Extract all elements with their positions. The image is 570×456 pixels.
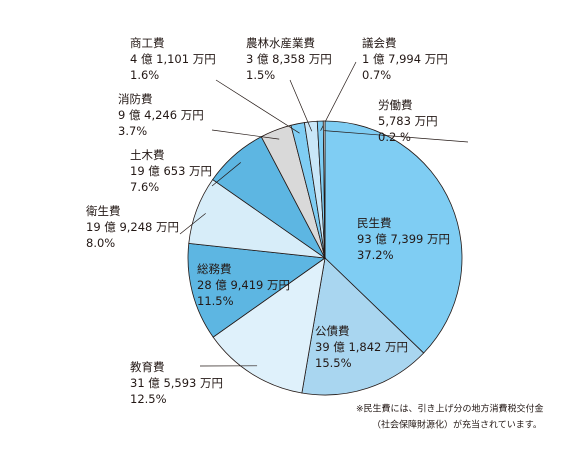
leader-line <box>211 162 241 187</box>
category-label: 公債費 <box>315 324 350 338</box>
value-label: 0.2 % <box>378 130 411 144</box>
amount-label: 19 億 9,248 万円 <box>86 220 179 234</box>
value-label: 12.5% <box>130 392 167 406</box>
category-label: 議会費 <box>362 36 397 50</box>
amount-label: 93 億 7,399 万円 <box>357 232 450 246</box>
value-label: 8.0% <box>86 236 115 250</box>
amount-label: 5,783 万円 <box>378 114 438 128</box>
amount-label: 19 億 653 万円 <box>130 164 212 178</box>
leader-line <box>324 130 469 143</box>
footnote: ※民生費には、引き上げ分の地方消費税交付金 <box>356 403 544 415</box>
amount-label: 1 億 7,994 万円 <box>362 52 448 66</box>
pie-slice <box>324 120 463 354</box>
category-label: 商工費 <box>130 36 165 50</box>
value-label: 1.5% <box>246 68 275 82</box>
category-label: 民生費 <box>357 216 392 230</box>
pie-slice <box>212 257 326 394</box>
value-label: 3.7% <box>118 124 147 138</box>
category-label: 労働費 <box>378 98 413 112</box>
leader-line <box>289 79 313 132</box>
amount-label: 3 億 8,358 万円 <box>246 52 332 66</box>
pie-slice <box>301 257 425 396</box>
pie-slice <box>322 120 326 259</box>
category-label: 農林水産業費 <box>246 36 315 50</box>
amount-label: 28 億 9,419 万円 <box>197 278 290 292</box>
value-label: 11.5% <box>197 294 234 308</box>
value-label: 7.6% <box>130 180 159 194</box>
leader-line <box>179 213 206 235</box>
value-label: 15.5% <box>315 356 352 370</box>
amount-label: 4 億 1,101 万円 <box>130 52 216 66</box>
leader-line <box>211 129 280 140</box>
value-label: 0.7% <box>362 68 391 82</box>
footnote: （社会保障財源化）が充当されています。 <box>372 419 542 431</box>
pie-slice <box>187 242 327 338</box>
category-label: 総務費 <box>197 262 232 276</box>
category-label: 土木費 <box>130 148 165 162</box>
category-label: 消防費 <box>118 92 153 106</box>
amount-label: 39 億 1,842 万円 <box>315 340 408 354</box>
value-label: 1.6% <box>130 68 159 82</box>
category-label: 教育費 <box>130 360 165 374</box>
value-label: 37.2% <box>357 248 394 262</box>
category-label: 衛生費 <box>86 204 121 218</box>
amount-label: 9 億 4,246 万円 <box>118 108 204 122</box>
leader-line <box>320 61 357 131</box>
leader-line <box>215 79 300 134</box>
amount-label: 31 億 5,593 万円 <box>130 376 223 390</box>
